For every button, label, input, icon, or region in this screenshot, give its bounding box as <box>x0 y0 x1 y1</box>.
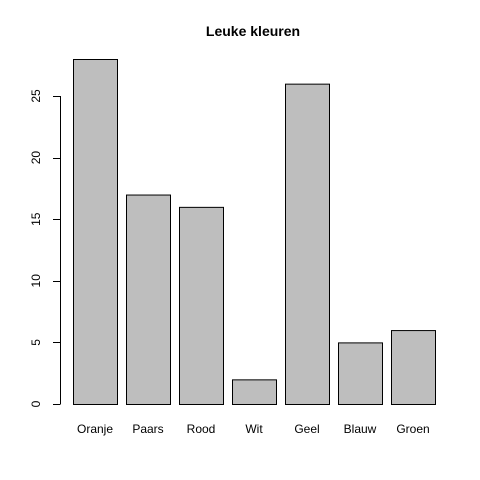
y-tick-label-10: 10 <box>29 274 43 288</box>
x-tick-label-rood: Rood <box>187 422 216 436</box>
y-tick-label-15: 15 <box>29 212 43 226</box>
y-tick-label-25: 25 <box>29 89 43 103</box>
bar-blauw <box>338 342 383 405</box>
y-tick-label-0: 0 <box>29 400 43 407</box>
bar-geel <box>285 83 330 406</box>
y-tick-label-20: 20 <box>29 151 43 165</box>
x-tick-label-groen: Groen <box>396 422 429 436</box>
bars-group <box>73 59 436 406</box>
x-axis-labels: Oranje Paars Rood Wit Geel Blauw Groen <box>77 422 430 436</box>
x-tick-label-paars: Paars <box>132 422 163 436</box>
x-tick-label-oranje: Oranje <box>77 422 113 436</box>
y-tick-label-5: 5 <box>29 339 43 346</box>
chart-title: Leuke kleuren <box>206 23 300 39</box>
bar-wit <box>232 379 277 406</box>
x-tick-label-geel: Geel <box>294 422 319 436</box>
x-tick-label-wit: Wit <box>245 422 263 436</box>
y-axis: 0 5 10 15 20 25 <box>29 89 61 407</box>
bar-rood <box>179 206 224 405</box>
x-tick-label-blauw: Blauw <box>344 422 377 436</box>
bar-oranje <box>73 59 118 405</box>
bar-paars <box>126 194 171 405</box>
bar-groen <box>391 330 436 406</box>
